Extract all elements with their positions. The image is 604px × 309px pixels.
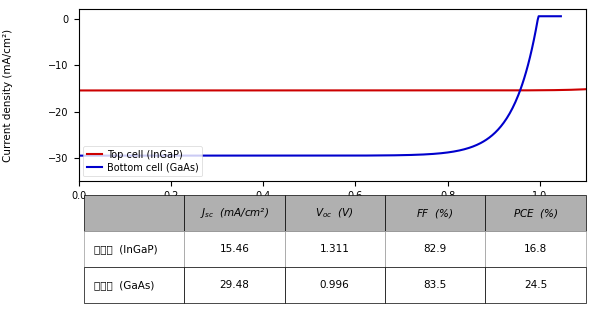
Bottom cell (GaAs) [304,154,311,158]
Bottom cell (GaAs) [547,15,554,18]
X-axis label: Voltage (V): Voltage (V) [301,207,363,217]
Bottom cell (GaAs) [362,154,369,157]
Y-axis label: Current density (mA/cm²): Current density (mA/cm²) [2,29,13,162]
Line: Bottom cell (GaAs): Bottom cell (GaAs) [79,16,561,156]
Top cell (InGaP) [381,89,388,92]
Top cell (InGaP) [453,89,460,92]
Top cell (InGaP) [596,87,603,90]
Top cell (InGaP) [376,89,384,92]
Bottom cell (GaAs) [75,154,82,158]
Bottom cell (GaAs) [557,15,565,18]
Top cell (InGaP) [75,89,82,92]
Bottom cell (GaAs) [336,154,343,158]
Bottom cell (GaAs) [471,144,478,148]
Bottom cell (GaAs) [307,154,314,158]
Legend: Top cell (InGaP), Bottom cell (GaAs): Top cell (InGaP), Bottom cell (GaAs) [83,146,202,176]
Line: Top cell (InGaP): Top cell (InGaP) [79,16,604,91]
Top cell (InGaP) [419,89,426,92]
Bottom cell (GaAs) [535,15,542,18]
